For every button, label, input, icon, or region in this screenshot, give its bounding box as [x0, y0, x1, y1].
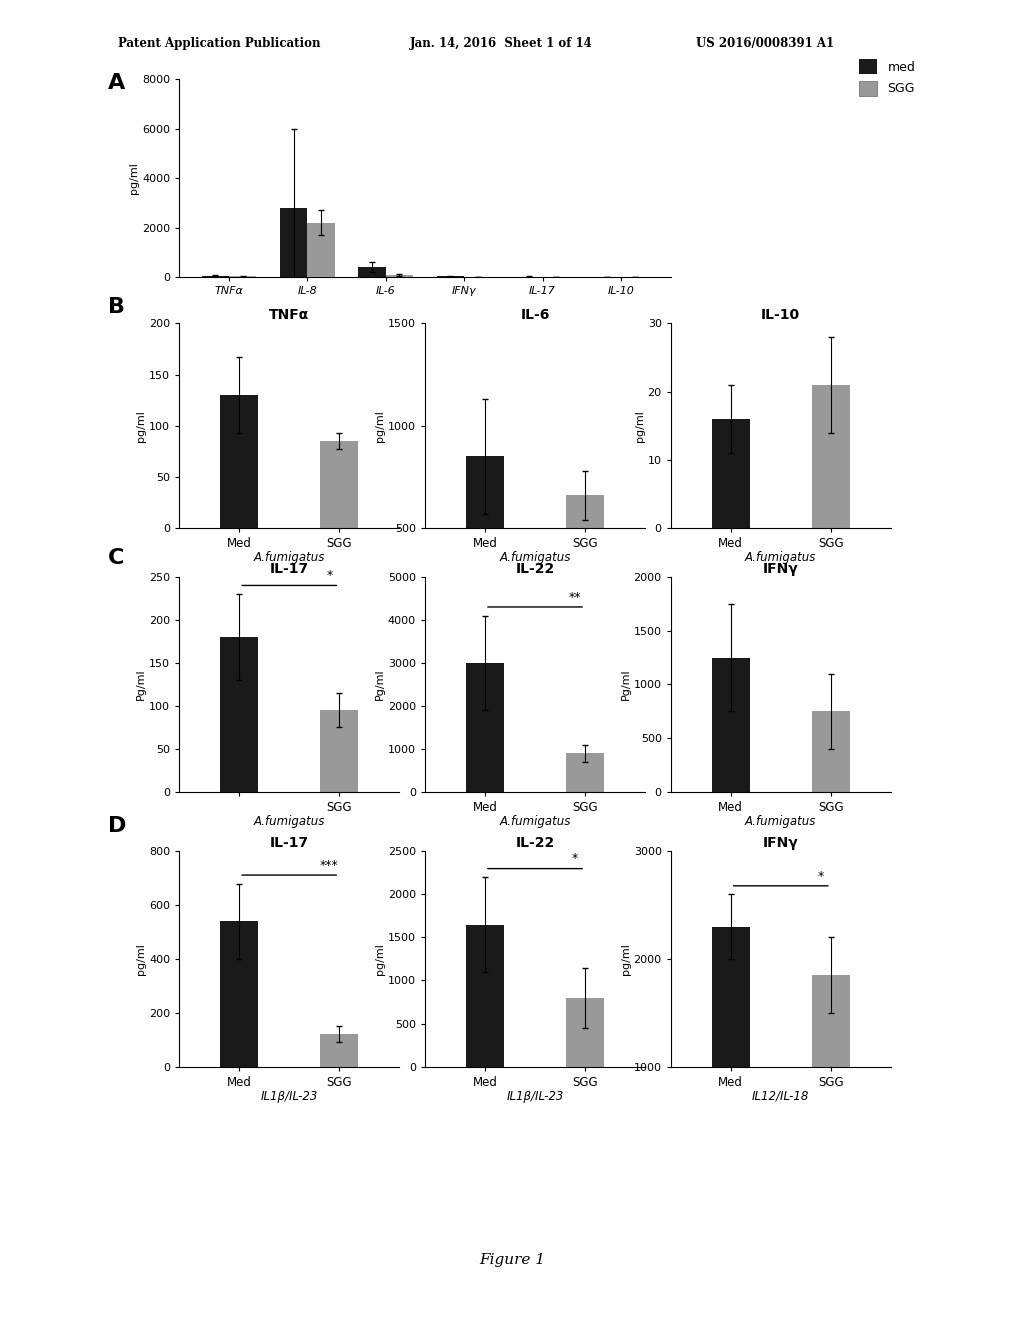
Bar — [280, 207, 307, 277]
Title: IL-17: IL-17 — [269, 562, 309, 576]
Y-axis label: pg/ml: pg/ml — [375, 942, 385, 975]
X-axis label: A.fumigatus: A.fumigatus — [254, 552, 325, 565]
Bar — [566, 495, 604, 630]
Bar — [307, 223, 335, 277]
Bar — [712, 657, 750, 792]
X-axis label: IL1β/IL-23: IL1β/IL-23 — [506, 1090, 564, 1104]
Y-axis label: pg/ml: pg/ml — [129, 162, 139, 194]
Y-axis label: pg/ml: pg/ml — [375, 409, 385, 442]
X-axis label: IL1β/IL-23: IL1β/IL-23 — [260, 1090, 318, 1104]
Bar — [812, 711, 850, 792]
Text: US 2016/0008391 A1: US 2016/0008391 A1 — [696, 37, 835, 50]
Bar — [466, 924, 504, 1067]
Text: D: D — [108, 816, 126, 836]
X-axis label: A.fumigatus: A.fumigatus — [745, 552, 816, 565]
Title: IL-10: IL-10 — [761, 309, 801, 322]
Bar — [220, 395, 258, 528]
Title: IL-22: IL-22 — [515, 562, 555, 576]
Bar — [386, 276, 414, 277]
Bar — [566, 754, 604, 792]
Y-axis label: pg/ml: pg/ml — [621, 942, 631, 975]
Bar — [712, 418, 750, 528]
Bar — [812, 975, 850, 1175]
X-axis label: IL12/IL-18: IL12/IL-18 — [752, 1090, 810, 1104]
X-axis label: A.fumigatus: A.fumigatus — [500, 816, 570, 829]
Text: ***: *** — [319, 859, 339, 871]
Bar — [812, 385, 850, 528]
Text: **: ** — [568, 591, 582, 603]
Text: Figure 1: Figure 1 — [479, 1253, 545, 1267]
Bar — [321, 710, 358, 792]
Title: IFNγ: IFNγ — [763, 837, 799, 850]
X-axis label: A.fumigatus: A.fumigatus — [500, 552, 570, 565]
Bar — [220, 921, 258, 1067]
Title: IL-22: IL-22 — [515, 837, 555, 850]
Bar — [358, 267, 386, 277]
Legend: med, SGG: med, SGG — [859, 59, 915, 96]
Y-axis label: pg/ml: pg/ml — [136, 409, 146, 442]
Bar — [321, 1035, 358, 1067]
Bar — [466, 663, 504, 792]
Y-axis label: Pg/ml: Pg/ml — [375, 669, 385, 700]
Y-axis label: pg/ml: pg/ml — [635, 409, 645, 442]
Title: TNFα: TNFα — [269, 309, 309, 322]
Y-axis label: pg/ml: pg/ml — [136, 942, 146, 975]
Bar — [566, 998, 604, 1067]
Bar — [321, 441, 358, 528]
Title: IL-17: IL-17 — [269, 837, 309, 850]
Y-axis label: Pg/ml: Pg/ml — [621, 669, 631, 700]
Text: *: * — [572, 853, 579, 866]
Text: A: A — [108, 73, 125, 92]
Text: Jan. 14, 2016  Sheet 1 of 14: Jan. 14, 2016 Sheet 1 of 14 — [410, 37, 592, 50]
Bar — [712, 927, 750, 1175]
X-axis label: A.fumigatus: A.fumigatus — [254, 816, 325, 829]
Y-axis label: Pg/ml: Pg/ml — [136, 669, 146, 700]
Title: IFNγ: IFNγ — [763, 562, 799, 576]
Text: B: B — [108, 297, 125, 317]
Text: C: C — [108, 548, 124, 568]
Text: Patent Application Publication: Patent Application Publication — [118, 37, 321, 50]
Bar — [466, 457, 504, 630]
Title: IL-6: IL-6 — [520, 309, 550, 322]
Text: *: * — [327, 569, 333, 582]
Text: *: * — [818, 870, 824, 883]
Bar — [220, 638, 258, 792]
X-axis label: A.fumigatus: A.fumigatus — [745, 816, 816, 829]
